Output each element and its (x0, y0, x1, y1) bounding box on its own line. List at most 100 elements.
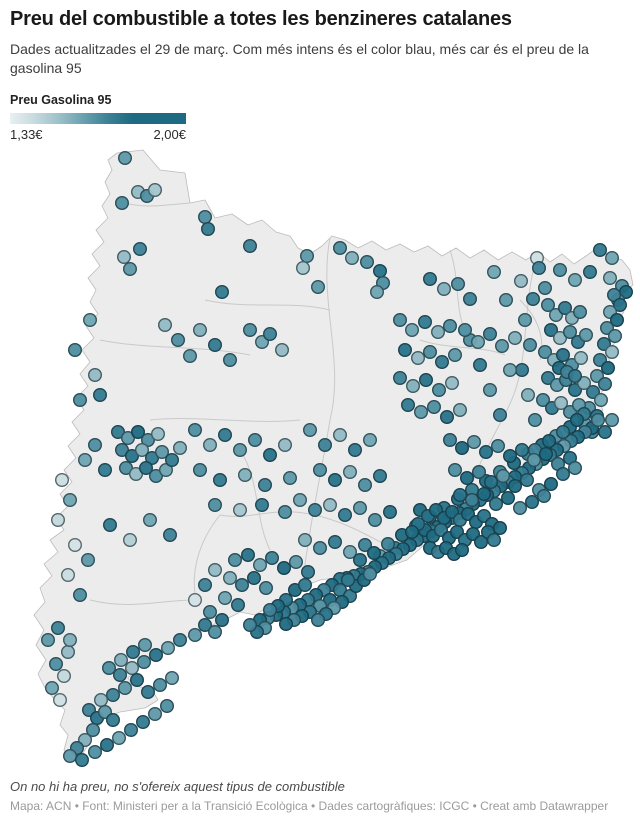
station-dot[interactable] (154, 445, 169, 460)
station-dot[interactable] (594, 393, 609, 408)
station-dot[interactable] (120, 431, 135, 446)
station-dot[interactable] (82, 313, 97, 328)
station-dot[interactable] (134, 443, 149, 458)
station-dot[interactable] (491, 439, 506, 454)
station-dot[interactable] (568, 383, 583, 398)
station-dot[interactable] (112, 668, 127, 683)
station-dot[interactable] (605, 250, 620, 265)
station-dot[interactable] (137, 638, 152, 653)
station-dot[interactable] (501, 491, 516, 506)
station-dot[interactable] (187, 593, 202, 608)
station-dot[interactable] (230, 598, 245, 613)
station-dot[interactable] (259, 581, 274, 596)
station-dot[interactable] (363, 433, 378, 448)
station-dot[interactable] (568, 369, 583, 384)
station-dot[interactable] (87, 745, 102, 760)
station-dot[interactable] (363, 567, 378, 582)
station-dot[interactable] (473, 358, 488, 373)
station-dot[interactable] (202, 605, 217, 620)
station-dot[interactable] (539, 447, 554, 462)
station-dot[interactable] (398, 343, 413, 358)
station-dot[interactable] (63, 633, 78, 648)
station-dot[interactable] (122, 533, 137, 548)
station-dot[interactable] (393, 313, 408, 328)
station-dot[interactable] (443, 319, 458, 334)
station-dot[interactable] (45, 681, 60, 696)
station-dot[interactable] (558, 301, 573, 316)
station-dot[interactable] (536, 393, 551, 408)
station-dot[interactable] (544, 323, 559, 338)
station-dot[interactable] (360, 254, 375, 269)
station-dot[interactable] (574, 351, 589, 366)
station-dot[interactable] (591, 413, 606, 428)
station-dot[interactable] (232, 443, 247, 458)
station-dot[interactable] (451, 277, 466, 292)
station-dot[interactable] (164, 671, 179, 686)
station-dot[interactable] (538, 345, 553, 360)
station-dot[interactable] (311, 280, 326, 295)
station-dot[interactable] (67, 538, 82, 553)
station-dot[interactable] (234, 578, 249, 593)
station-dot[interactable] (136, 655, 151, 670)
station-dot[interactable] (118, 461, 133, 476)
station-dot[interactable] (263, 327, 278, 342)
station-dot[interactable] (353, 501, 368, 516)
station-dot[interactable] (202, 438, 217, 453)
station-dot[interactable] (77, 453, 92, 468)
station-dot[interactable] (242, 238, 257, 253)
station-dot[interactable] (124, 449, 139, 464)
station-dot[interactable] (92, 388, 107, 403)
station-dot[interactable] (140, 685, 155, 700)
station-dot[interactable] (453, 488, 468, 503)
station-dot[interactable] (598, 425, 613, 440)
station-dot[interactable] (148, 648, 163, 663)
station-dot[interactable] (283, 471, 298, 486)
station-dot[interactable] (85, 723, 100, 738)
station-dot[interactable] (554, 396, 569, 411)
station-dot[interactable] (164, 453, 179, 468)
station-dot[interactable] (605, 345, 620, 360)
station-dot[interactable] (471, 335, 486, 350)
station-dot[interactable] (458, 323, 473, 338)
station-dot[interactable] (526, 292, 541, 307)
station-dot[interactable] (214, 285, 229, 300)
station-dot[interactable] (254, 498, 269, 513)
station-dot[interactable] (605, 413, 620, 428)
station-dot[interactable] (472, 465, 487, 480)
station-dot[interactable] (159, 699, 174, 714)
station-dot[interactable] (242, 618, 257, 633)
station-dot[interactable] (162, 528, 177, 543)
station-dot[interactable] (147, 707, 162, 722)
station-dot[interactable] (277, 561, 292, 576)
station-dot[interactable] (570, 413, 585, 428)
station-dot[interactable] (495, 339, 510, 354)
station-dot[interactable] (556, 348, 571, 363)
station-dot[interactable] (214, 613, 229, 628)
station-dot[interactable] (383, 505, 398, 520)
station-dot[interactable] (41, 633, 56, 648)
station-dot[interactable] (343, 465, 358, 480)
station-dot[interactable] (135, 715, 150, 730)
station-dot[interactable] (293, 493, 308, 508)
station-dot[interactable] (61, 645, 76, 660)
station-dot[interactable] (207, 625, 222, 640)
station-dot[interactable] (553, 263, 568, 278)
station-dot[interactable] (125, 645, 140, 660)
station-dot[interactable] (157, 318, 172, 333)
station-dot[interactable] (414, 405, 429, 420)
station-dot[interactable] (601, 361, 616, 376)
station-dot[interactable] (63, 493, 78, 508)
station-dot[interactable] (313, 463, 328, 478)
station-dot[interactable] (55, 473, 70, 488)
station-dot[interactable] (568, 273, 583, 288)
station-dot[interactable] (556, 425, 571, 440)
station-dot[interactable] (222, 353, 237, 368)
station-dot[interactable] (187, 423, 202, 438)
station-dot[interactable] (467, 435, 482, 450)
station-dot[interactable] (197, 209, 212, 224)
station-dot[interactable] (521, 388, 536, 403)
station-dot[interactable] (603, 271, 618, 286)
station-dot[interactable] (527, 453, 542, 468)
station-dot[interactable] (483, 327, 498, 342)
station-dot[interactable] (300, 248, 315, 263)
